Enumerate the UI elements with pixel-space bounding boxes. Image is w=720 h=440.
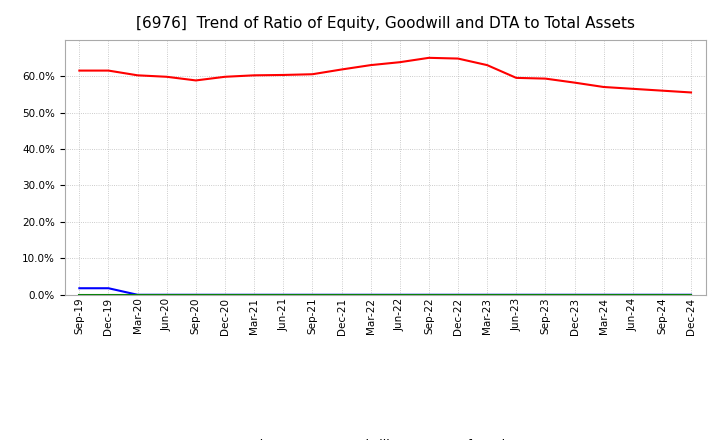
Deferred Tax Assets [133,292,142,297]
Goodwill [483,292,492,297]
Equity [483,62,492,68]
Deferred Tax Assets [75,292,84,297]
Deferred Tax Assets [395,292,404,297]
Equity [687,90,696,95]
Deferred Tax Assets [104,292,113,297]
Equity [337,67,346,72]
Equity [192,78,200,83]
Equity [308,72,317,77]
Goodwill [541,292,550,297]
Deferred Tax Assets [687,292,696,297]
Deferred Tax Assets [425,292,433,297]
Equity [541,76,550,81]
Equity [133,73,142,78]
Line: Equity: Equity [79,58,691,92]
Equity [425,55,433,60]
Goodwill [657,292,666,297]
Equity [629,86,637,92]
Equity [104,68,113,73]
Deferred Tax Assets [163,292,171,297]
Deferred Tax Assets [308,292,317,297]
Goodwill [599,292,608,297]
Deferred Tax Assets [629,292,637,297]
Deferred Tax Assets [483,292,492,297]
Equity [163,74,171,80]
Goodwill [192,292,200,297]
Legend: Equity, Goodwill, Deferred Tax Assets: Equity, Goodwill, Deferred Tax Assets [191,434,580,440]
Goodwill [395,292,404,297]
Goodwill [133,292,142,297]
Equity [512,75,521,81]
Deferred Tax Assets [541,292,550,297]
Equity [454,56,462,61]
Deferred Tax Assets [337,292,346,297]
Goodwill [163,292,171,297]
Deferred Tax Assets [599,292,608,297]
Equity [395,59,404,65]
Goodwill [75,286,84,291]
Deferred Tax Assets [192,292,200,297]
Deferred Tax Assets [454,292,462,297]
Equity [250,73,258,78]
Equity [366,62,375,68]
Goodwill [337,292,346,297]
Equity [75,68,84,73]
Goodwill [220,292,229,297]
Deferred Tax Assets [279,292,287,297]
Goodwill [366,292,375,297]
Deferred Tax Assets [366,292,375,297]
Deferred Tax Assets [220,292,229,297]
Deferred Tax Assets [570,292,579,297]
Goodwill [454,292,462,297]
Deferred Tax Assets [250,292,258,297]
Deferred Tax Assets [657,292,666,297]
Goodwill [425,292,433,297]
Title: [6976]  Trend of Ratio of Equity, Goodwill and DTA to Total Assets: [6976] Trend of Ratio of Equity, Goodwil… [135,16,635,32]
Goodwill [104,286,113,291]
Goodwill [279,292,287,297]
Equity [657,88,666,93]
Goodwill [629,292,637,297]
Goodwill [512,292,521,297]
Goodwill [570,292,579,297]
Goodwill [687,292,696,297]
Goodwill [308,292,317,297]
Equity [570,80,579,85]
Line: Goodwill: Goodwill [79,288,691,295]
Equity [279,72,287,77]
Deferred Tax Assets [512,292,521,297]
Goodwill [250,292,258,297]
Equity [220,74,229,80]
Equity [599,84,608,90]
